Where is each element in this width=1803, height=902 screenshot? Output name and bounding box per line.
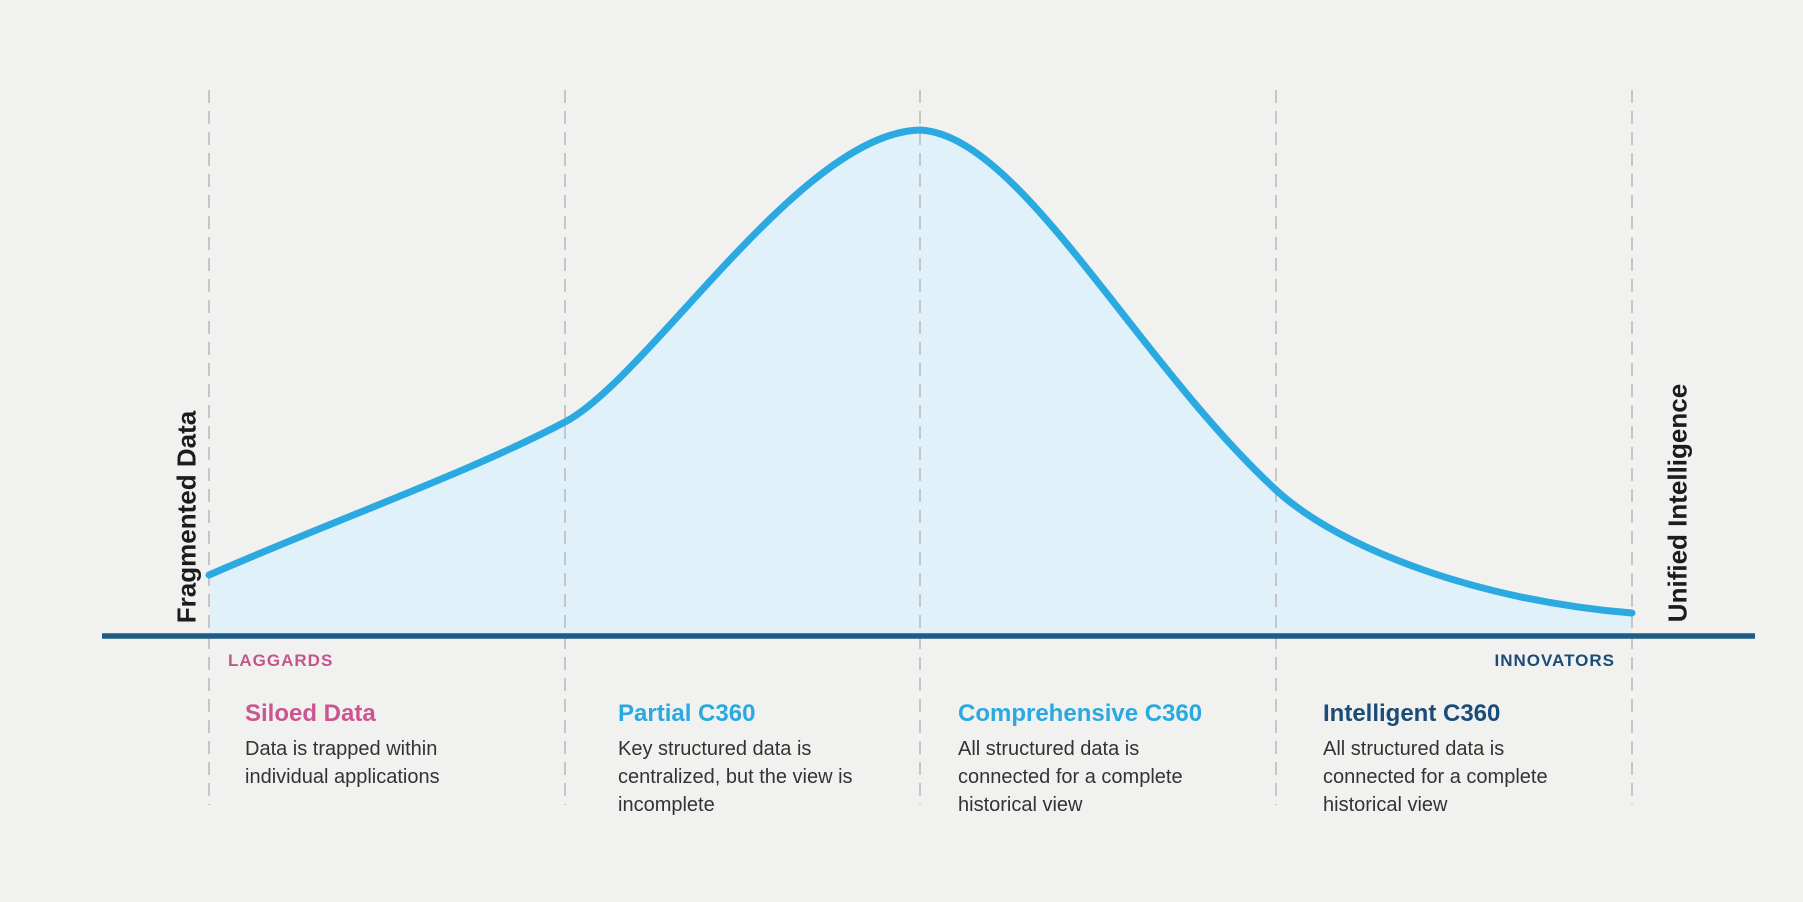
innovators-label: INNOVATORS (1494, 651, 1615, 670)
stage-title-intelligent-c360: Intelligent C360 (1323, 700, 1501, 727)
right-axis-label: Unified Intelligence (1662, 383, 1693, 623)
stage-description-comprehensive-c360: All structured data is connected for a c… (958, 738, 1183, 816)
stage-description-intelligent-c360: All structured data is connected for a c… (1323, 738, 1548, 816)
left-axis-label: Fragmented Data (171, 410, 202, 624)
stage-partial-c360: Partial C360 Key structured data is cent… (618, 700, 880, 819)
stage-comprehensive-c360: Comprehensive C360 All structured data i… (958, 700, 1206, 819)
stage-description-siloed-data: Data is trapped within individual applic… (245, 738, 440, 788)
stage-intelligent-c360: Intelligent C360 All structured data is … (1323, 700, 1571, 819)
laggards-label: LAGGARDS (228, 651, 334, 670)
stage-title-siloed-data: Siloed Data (245, 700, 376, 727)
bell-curve-fill (209, 130, 1632, 634)
stage-title-partial-c360: Partial C360 (618, 700, 756, 727)
bell-curve-stroke (205, 126, 1636, 617)
stage-siloed-data: Siloed Data Data is trapped within indiv… (245, 700, 485, 791)
stage-title-comprehensive-c360: Comprehensive C360 (958, 700, 1203, 727)
stage-description-partial-c360: Key structured data is centralized, but … (618, 738, 853, 816)
